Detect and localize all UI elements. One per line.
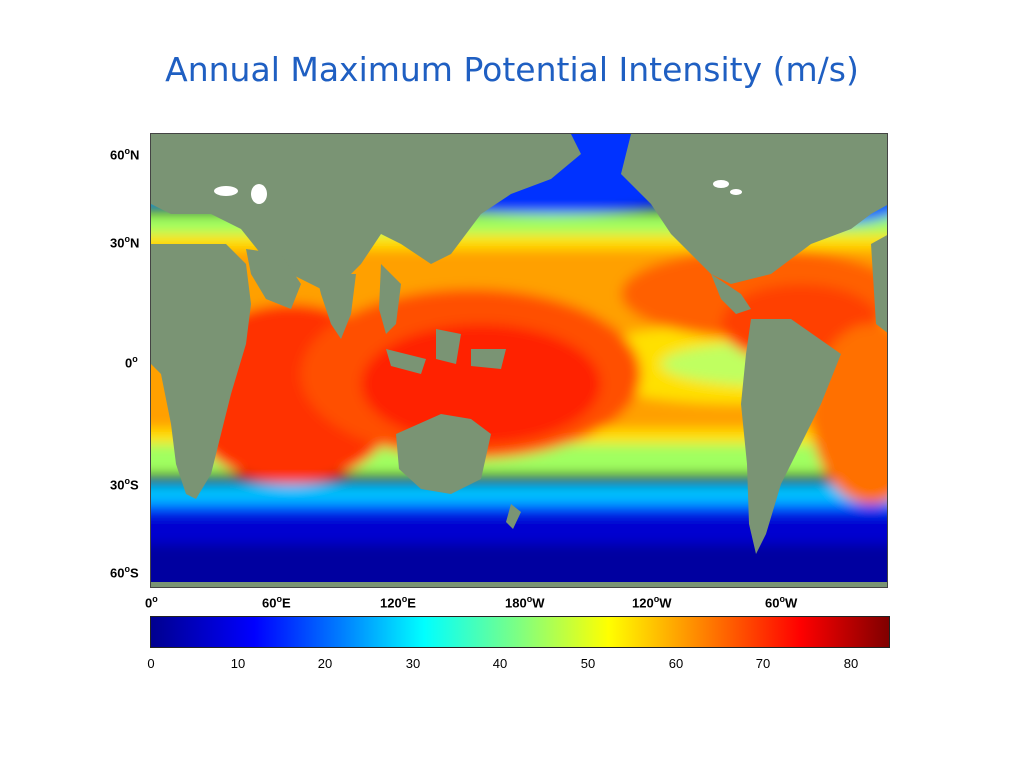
colorbar-tick: 60 bbox=[668, 656, 684, 671]
potential-intensity-map bbox=[150, 133, 888, 588]
colorbar-tick: 0 bbox=[147, 656, 155, 671]
lat-label-30n: 30oN bbox=[110, 234, 140, 251]
lon-label-120e: 120oE bbox=[380, 594, 416, 611]
lat-label-30s: 30oS bbox=[110, 476, 139, 493]
colorbar-tick: 70 bbox=[755, 656, 771, 671]
colorbar-tick: 40 bbox=[492, 656, 508, 671]
colorbar bbox=[150, 616, 890, 648]
colorbar-tick: 80 bbox=[843, 656, 859, 671]
lon-label-60e: 60oE bbox=[262, 594, 291, 611]
colorbar-tick: 30 bbox=[405, 656, 421, 671]
lon-label-120w: 120oW bbox=[632, 594, 672, 611]
colorbar-tick: 10 bbox=[230, 656, 246, 671]
lat-label-60s: 60oS bbox=[110, 564, 139, 581]
lat-label-60n: 60oN bbox=[110, 146, 140, 163]
colorbar-tick: 50 bbox=[580, 656, 596, 671]
lat-label-0: 0o bbox=[125, 354, 138, 371]
inland-water bbox=[214, 180, 742, 204]
colorbar-tick: 20 bbox=[317, 656, 333, 671]
lon-label-60w: 60oW bbox=[765, 594, 798, 611]
lon-label-180w: 180oW bbox=[505, 594, 545, 611]
map-title: Annual Maximum Potential Intensity (m/s) bbox=[165, 50, 859, 89]
map-canvas bbox=[151, 134, 887, 587]
land-masses bbox=[151, 134, 887, 587]
lon-label-0: 0o bbox=[145, 594, 158, 611]
